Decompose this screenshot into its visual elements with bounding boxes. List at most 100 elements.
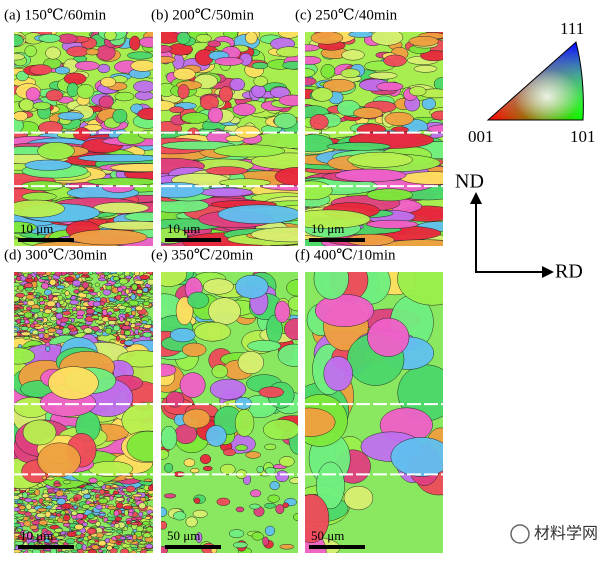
grain — [60, 531, 66, 536]
grain — [97, 329, 103, 333]
grain — [20, 331, 31, 337]
grain — [185, 516, 198, 528]
grain — [229, 78, 246, 91]
grain — [75, 530, 82, 536]
grain — [270, 86, 290, 99]
panel-label: (d) 300℃/30min — [4, 247, 108, 263]
ipf-label: 101 — [570, 127, 596, 146]
grain — [43, 333, 50, 339]
grain — [37, 442, 81, 478]
grain — [107, 505, 117, 510]
grain — [341, 49, 365, 61]
axes: ND RD — [455, 171, 583, 283]
ipf-label: 001 — [468, 127, 494, 146]
grain — [88, 289, 95, 293]
grain — [234, 409, 255, 437]
scale-bar — [309, 545, 365, 549]
grain — [134, 322, 143, 326]
grain — [275, 470, 290, 483]
grain — [431, 110, 443, 121]
grain — [74, 60, 100, 71]
grain — [98, 497, 108, 504]
grain — [141, 320, 148, 325]
grain — [134, 318, 142, 322]
grain — [145, 543, 153, 549]
grain — [413, 65, 438, 73]
grain — [262, 419, 298, 441]
watermark-icon — [510, 524, 530, 544]
grain — [16, 276, 22, 282]
grain — [120, 548, 130, 553]
grain — [16, 499, 24, 504]
grain — [87, 549, 98, 553]
grain — [397, 272, 443, 306]
grain — [48, 293, 54, 301]
grain — [367, 317, 410, 357]
grain — [67, 272, 75, 275]
grain — [70, 549, 78, 553]
grain — [148, 296, 153, 301]
grain — [82, 493, 92, 499]
panel-label: (b) 200℃/50min — [151, 7, 255, 23]
grain — [89, 491, 96, 496]
grain — [21, 192, 57, 202]
grain — [182, 408, 211, 429]
grain — [305, 209, 371, 229]
grain — [16, 527, 23, 533]
grain — [390, 437, 443, 477]
grain — [183, 458, 196, 467]
grain — [31, 329, 39, 335]
grain — [368, 71, 398, 80]
grain — [73, 289, 80, 294]
grain — [57, 517, 64, 523]
grain — [50, 315, 57, 322]
grain — [115, 335, 121, 342]
grain — [320, 64, 336, 79]
grain — [161, 272, 188, 287]
grain — [205, 425, 227, 447]
grain — [56, 498, 66, 505]
grain — [46, 530, 52, 535]
grain — [54, 325, 60, 329]
grain — [29, 64, 53, 76]
grain — [27, 490, 35, 494]
grain — [35, 294, 40, 298]
grain — [14, 522, 22, 528]
grain — [100, 76, 117, 88]
grain — [120, 328, 125, 336]
grain — [45, 89, 64, 102]
grain — [58, 550, 65, 553]
grain — [161, 32, 181, 44]
grain — [142, 324, 152, 329]
grain — [305, 134, 334, 153]
grain — [59, 321, 67, 327]
grain — [14, 327, 18, 331]
grain — [305, 44, 320, 52]
grain — [16, 318, 21, 325]
grain — [130, 293, 136, 301]
grain — [41, 475, 47, 480]
watermark-text: 材料学网 — [534, 524, 598, 543]
grain — [45, 505, 53, 510]
grain — [89, 291, 98, 296]
grain — [46, 476, 55, 481]
grain — [31, 548, 41, 553]
grain — [277, 343, 298, 367]
grain — [45, 46, 61, 60]
grain — [25, 503, 32, 510]
grain — [135, 516, 143, 521]
grain — [146, 278, 153, 286]
grain — [249, 503, 261, 510]
grain — [311, 87, 334, 102]
grain — [313, 272, 349, 300]
grain — [83, 327, 93, 334]
grain — [209, 378, 247, 400]
grain — [340, 68, 361, 79]
grain — [63, 72, 87, 85]
grain — [76, 538, 83, 542]
grain — [86, 527, 97, 535]
grain — [33, 323, 41, 328]
grain — [200, 94, 219, 111]
grain — [129, 498, 135, 504]
grain — [282, 502, 290, 508]
